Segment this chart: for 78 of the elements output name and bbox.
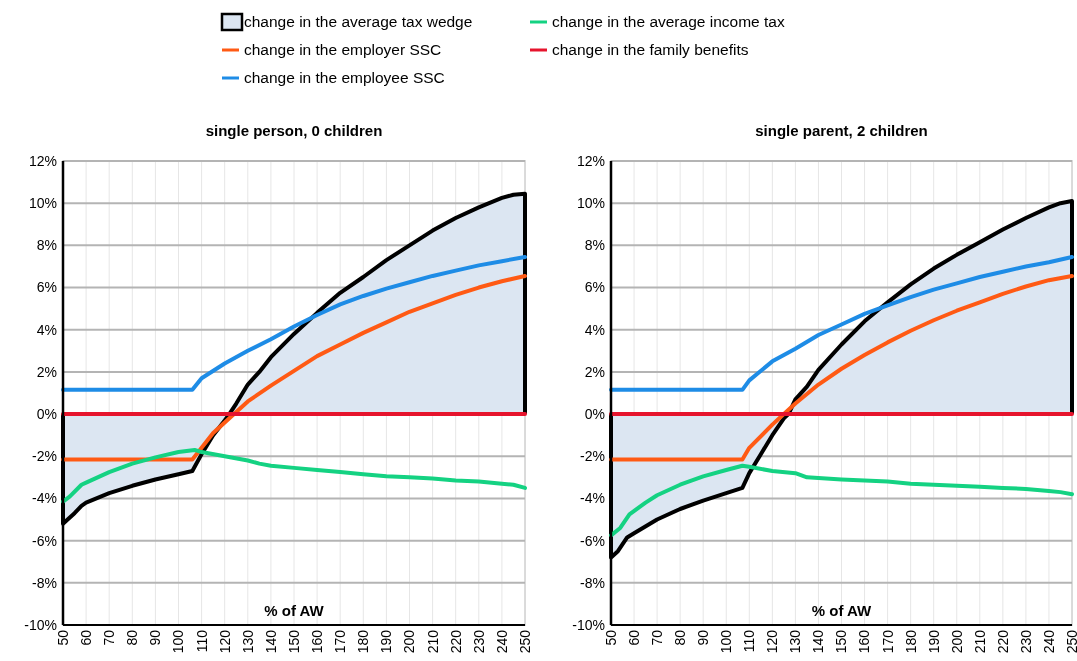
x-tick-label: 250 [1063, 629, 1077, 654]
y-tick-label: 2% [36, 363, 57, 380]
y-tick-label: 4% [36, 321, 57, 338]
y-tick-label: 0% [584, 405, 605, 422]
x-tick-label: 210 [971, 629, 988, 654]
y-tick-label: -8% [580, 574, 605, 591]
x-tick-label: 220 [994, 629, 1011, 654]
x-tick-label: 190 [378, 629, 395, 654]
y-tick-label: 4% [584, 321, 605, 338]
y-tick-label: -2% [580, 448, 605, 465]
x-tick-label: 130 [239, 629, 256, 654]
x-tick-label: 60 [78, 629, 94, 646]
x-tick-label: 150 [285, 629, 302, 654]
y-tick-label: 12% [28, 152, 57, 169]
legend-label: change in the employee SSC [244, 69, 445, 87]
x-tick-label: 50 [54, 629, 71, 646]
y-tick-label: -6% [580, 532, 605, 549]
x-tick-label: 110 [193, 629, 210, 653]
x-tick-label: 150 [833, 629, 850, 654]
x-tick-label: 50 [602, 629, 619, 646]
legend-label: change in the employer SSC [244, 41, 442, 59]
x-tick-label: 170 [879, 629, 896, 654]
y-tick-label: 8% [584, 237, 605, 254]
x-tick-label: 200 [401, 629, 418, 654]
y-tick-label: 6% [36, 279, 57, 296]
x-tick-label: 240 [493, 629, 510, 654]
x-tick-label: 80 [124, 629, 141, 646]
x-tick-label: 220 [447, 629, 464, 654]
x-tick-label: 240 [1040, 629, 1057, 654]
x-tick-label: 60 [625, 629, 642, 646]
legend-label: change in the family benefits [552, 41, 749, 59]
line-series [609, 463, 1074, 538]
x-tick-label: 180 [902, 629, 919, 654]
x-tick-label: 130 [787, 629, 804, 654]
x-tick-label: 80 [672, 629, 689, 646]
x-tick-label: 120 [764, 629, 781, 654]
chart-title: single parent, 2 children [755, 122, 928, 139]
x-tick-label: 210 [424, 629, 441, 654]
y-tick-label: 12% [576, 152, 605, 169]
chart-title: single person, 0 children [205, 122, 383, 139]
y-tick-label: 10% [28, 195, 57, 212]
y-tick-label: -6% [32, 532, 57, 549]
x-axis-title: % of AW [811, 602, 873, 619]
x-axis-title: % of AW [264, 602, 325, 619]
x-tick-label: 200 [948, 629, 965, 654]
x-tick-label: 140 [262, 629, 279, 654]
x-tick-label: 180 [355, 629, 372, 654]
x-tick-label: 160 [309, 629, 325, 654]
x-tick-label: 100 [718, 629, 735, 654]
y-tick-label: 0% [36, 405, 57, 422]
x-tick-label: 250 [516, 629, 533, 654]
x-tick-label: 190 [925, 629, 942, 654]
x-tick-label: 100 [170, 629, 187, 654]
y-tick-label: 10% [576, 195, 605, 212]
x-tick-label: 120 [216, 629, 233, 654]
x-tick-label: 70 [649, 629, 665, 646]
x-tick-label: 160 [856, 629, 873, 654]
x-tick-label: 230 [470, 629, 487, 654]
y-tick-label: -4% [580, 490, 605, 507]
x-tick-label: 90 [147, 629, 164, 646]
legend-label: change in the average income tax [552, 13, 785, 31]
y-tick-label: -4% [32, 490, 57, 507]
x-tick-label: 230 [1017, 629, 1034, 654]
y-tick-label: -10% [572, 616, 605, 633]
line-series [609, 273, 1074, 462]
y-tick-label: 2% [584, 363, 605, 380]
x-tick-label: 90 [695, 629, 712, 646]
x-tick-label: 110 [741, 629, 758, 653]
y-tick-label: -2% [32, 448, 57, 465]
y-tick-label: -10% [24, 616, 57, 633]
x-tick-label: 170 [332, 629, 349, 654]
x-tick-label: 140 [810, 629, 827, 654]
y-tick-label: 6% [584, 279, 605, 296]
y-tick-label: -8% [32, 574, 57, 591]
line-series [609, 254, 1074, 392]
y-tick-label: 8% [36, 237, 57, 254]
legend-label: change in the average tax wedge [244, 13, 473, 31]
x-tick-label: 70 [101, 629, 118, 646]
